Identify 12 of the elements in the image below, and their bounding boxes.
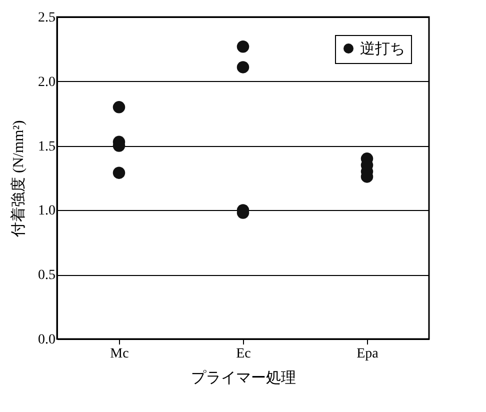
y-tick-label: 2.0 [38, 74, 56, 90]
y-tick-label: 0.0 [38, 332, 56, 348]
x-axis-title: プライマー処理 [191, 370, 296, 386]
y-tick-label: 1.0 [38, 204, 56, 219]
legend-label: 逆打ち [360, 40, 405, 58]
x-tick-label: Ec [236, 346, 251, 362]
y-tick-label: 2.5 [38, 10, 56, 26]
y-tick-label: 0.5 [38, 268, 56, 284]
y-tick-label: 1.5 [38, 139, 56, 154]
x-tick-label: Mc [110, 346, 129, 362]
y-axis-title: 付着強度 (N/mm²) [10, 120, 27, 238]
x-tick-label: Epa [356, 346, 380, 362]
